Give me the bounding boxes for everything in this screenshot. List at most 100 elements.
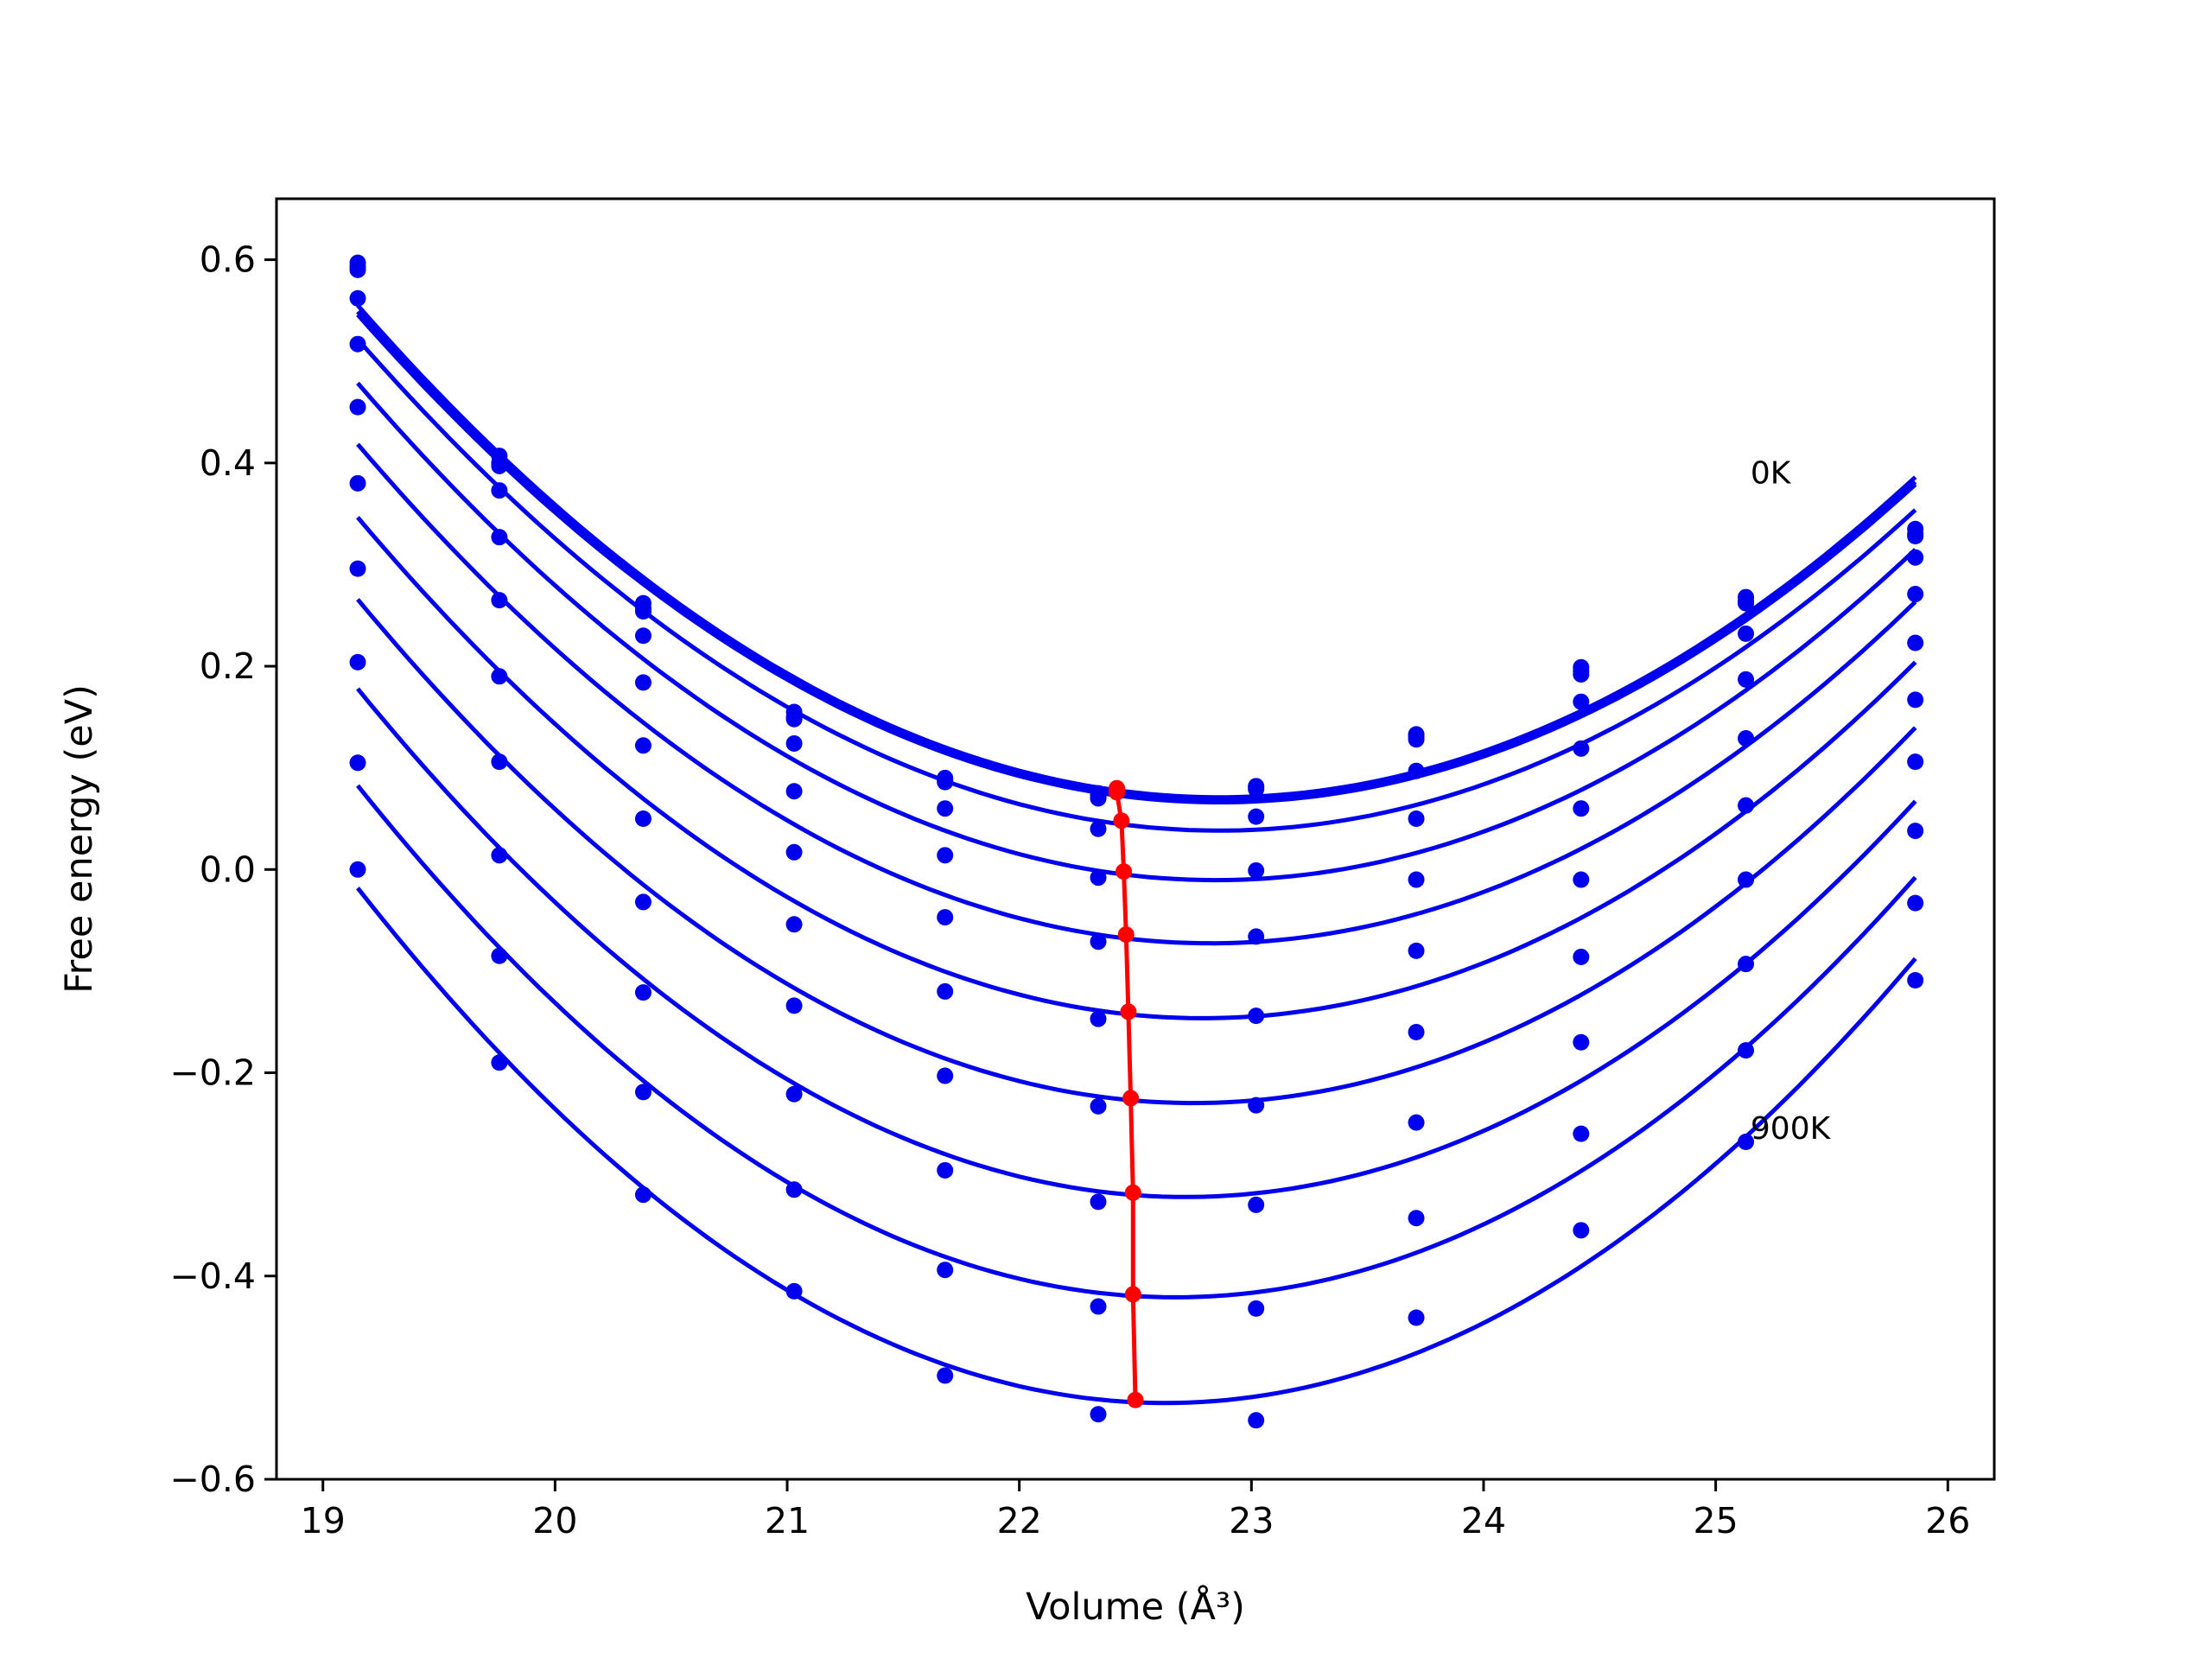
data-point [349, 474, 366, 492]
fit-curves [356, 303, 1917, 1406]
data-point [349, 861, 366, 878]
data-point [1738, 671, 1755, 688]
data-point [1090, 1193, 1107, 1211]
minimum-point [1122, 1090, 1140, 1107]
annotation-0k: 0K [1751, 456, 1792, 492]
minimum-point [1117, 926, 1135, 944]
x-tick-label: 23 [1229, 1500, 1274, 1541]
data-point [634, 737, 652, 754]
fit-curve [356, 598, 1917, 1106]
data-point [1573, 948, 1590, 965]
data-point [1090, 933, 1107, 950]
y-tick-label: −0.2 [169, 1052, 256, 1094]
data-point [1738, 625, 1755, 642]
data-point [491, 1054, 508, 1071]
data-point [1090, 790, 1107, 807]
data-point [1090, 1406, 1107, 1423]
data-point [937, 1367, 954, 1384]
data-point [1408, 1023, 1425, 1040]
data-point [491, 482, 508, 499]
y-tick-label: −0.6 [169, 1459, 256, 1500]
minimum-point [1120, 1003, 1137, 1020]
data-points [349, 254, 1924, 1429]
data-point [1907, 894, 1924, 912]
data-point [1090, 869, 1107, 887]
minimum-point [1116, 863, 1133, 880]
fit-curve [356, 313, 1917, 804]
data-point [785, 916, 803, 933]
y-tick-label: 0.2 [200, 645, 256, 687]
data-point [1090, 1010, 1107, 1027]
data-point [785, 843, 803, 861]
data-point [634, 1186, 652, 1204]
data-point [1248, 1300, 1265, 1317]
minimum-point [1127, 1391, 1144, 1408]
data-point [1907, 823, 1924, 840]
data-point [1408, 810, 1425, 827]
data-point [491, 847, 508, 864]
data-point [1408, 1309, 1425, 1326]
x-tick-label: 21 [765, 1500, 810, 1541]
data-point [1907, 586, 1924, 603]
data-point [785, 710, 803, 728]
fit-curve [356, 310, 1917, 803]
data-point [1738, 797, 1755, 814]
data-point [1573, 693, 1590, 710]
fit-curve [356, 381, 1917, 883]
data-point [1738, 730, 1755, 747]
data-point [1248, 861, 1265, 879]
data-point [1090, 1298, 1107, 1315]
data-point [785, 1181, 803, 1198]
data-point [1408, 1210, 1425, 1227]
x-tick-label: 20 [532, 1500, 577, 1541]
fit-curve [356, 887, 1917, 1406]
data-point [937, 773, 954, 791]
data-point [1090, 1097, 1107, 1115]
data-point [1248, 1196, 1265, 1213]
x-tick-label: 24 [1461, 1500, 1506, 1541]
data-point [491, 529, 508, 546]
x-tick-label: 25 [1694, 1500, 1738, 1541]
data-point [1090, 820, 1107, 837]
data-point [785, 997, 803, 1014]
data-point [491, 592, 508, 609]
data-point [349, 335, 366, 353]
data-point [785, 783, 803, 800]
y-tick-label: 0.4 [200, 442, 256, 484]
data-point [1907, 691, 1924, 709]
data-point [1907, 549, 1924, 566]
data-point [1738, 594, 1755, 612]
data-point [1573, 665, 1590, 683]
data-point [1573, 871, 1590, 888]
data-point [491, 457, 508, 474]
plot-frame [275, 197, 1996, 1481]
data-point [1573, 1222, 1590, 1239]
data-point [937, 982, 954, 1000]
data-point [785, 1282, 803, 1300]
y-tick-label: 0.6 [200, 239, 256, 281]
data-point [634, 674, 652, 691]
data-point [1248, 928, 1265, 945]
data-point [1248, 1096, 1265, 1114]
data-point [1738, 871, 1755, 888]
data-point [491, 668, 508, 685]
data-point [1573, 800, 1590, 817]
fit-curve [356, 687, 1917, 1199]
data-point [1408, 942, 1425, 959]
minima-trace [1109, 779, 1144, 1408]
minimum-point [1124, 1286, 1141, 1303]
y-axis-label: Free energy (eV) [58, 684, 101, 994]
data-point [1408, 762, 1425, 779]
fit-curve [356, 784, 1917, 1300]
y-tick-label: 0.0 [200, 849, 256, 890]
data-point [1907, 634, 1924, 652]
data-point [491, 753, 508, 771]
x-axis-label: Volume (Å³) [1026, 1585, 1245, 1629]
data-point [1738, 1042, 1755, 1059]
data-point [491, 947, 508, 964]
data-point [634, 810, 652, 827]
data-point [1408, 871, 1425, 888]
data-point [937, 847, 954, 864]
data-point [1408, 731, 1425, 748]
y-tick-label: −0.4 [169, 1255, 256, 1297]
